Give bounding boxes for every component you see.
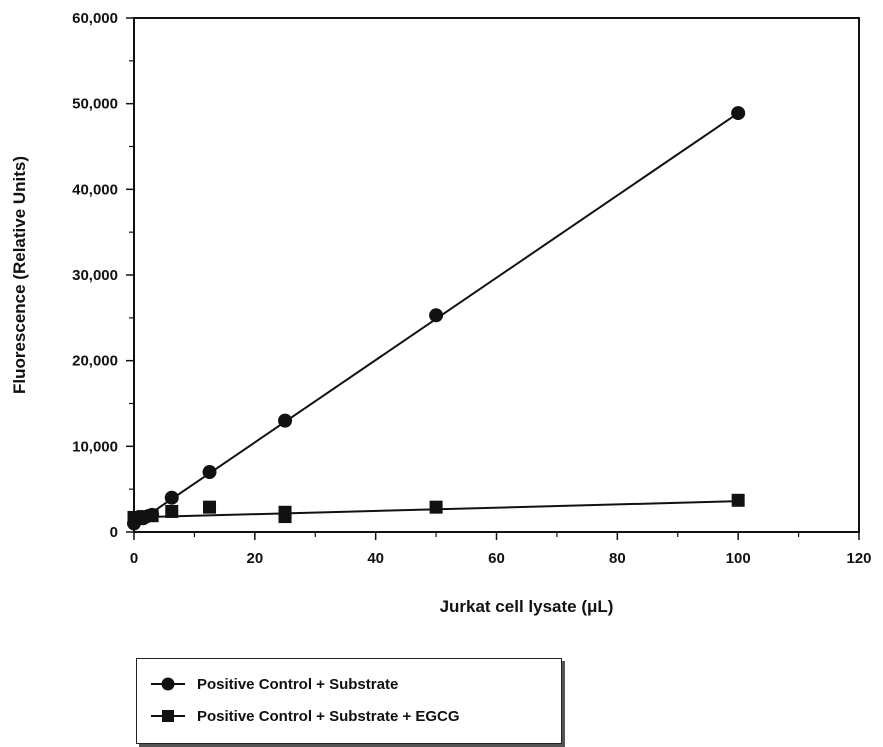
x-tick-label: 40 (367, 550, 384, 567)
y-tick-label: 50,000 (72, 96, 118, 113)
y-axis-ticks: 0 10,000 20,000 30,000 40,000 50,000 60,000 (72, 10, 134, 541)
series-1-point (278, 413, 293, 428)
series-1-point (429, 308, 444, 323)
series-2-point (278, 505, 292, 519)
legend-item-series-1: Positive Control + Substrate (151, 673, 398, 695)
legend-label: Positive Control + Substrate (197, 675, 399, 693)
legend-label: Positive Control + Substrate + EGCG (197, 707, 460, 725)
series-2-point (165, 504, 179, 518)
y-tick-label: 30,000 (72, 267, 118, 284)
legend-item-series-2: Positive Control + Substrate + EGCG (151, 705, 460, 727)
y-axis-title: Fluorescence (Relative Units) (10, 156, 29, 394)
y-tick-label: 20,000 (72, 353, 118, 370)
y-tick-label: 40,000 (72, 181, 118, 198)
x-tick-label: 60 (488, 550, 505, 567)
y-tick-label: 10,000 (72, 438, 118, 455)
series-1-point (202, 465, 217, 480)
y-tick-label: 0 (110, 524, 118, 541)
series-2-point (429, 500, 443, 514)
x-axis-title: Jurkat cell lysate (μL) (440, 597, 614, 616)
data-markers (127, 106, 746, 531)
series-1-point (731, 106, 746, 121)
series-2-point (145, 509, 159, 523)
series-2-point (731, 493, 745, 507)
x-tick-label: 120 (846, 550, 871, 567)
y-tick-label: 60,000 (72, 10, 118, 27)
x-axis-ticks: 0 20 40 60 80 100 120 (130, 532, 872, 567)
chart: 0 20 40 60 80 100 120 0 10,000 20,000 30,000 40,00… (10, 10, 872, 616)
plot-area-frame (133, 17, 860, 533)
circle-marker-icon (151, 677, 185, 691)
x-tick-label: 100 (726, 550, 751, 567)
series-2-point (203, 500, 217, 514)
x-tick-label: 80 (609, 550, 626, 567)
square-marker-icon (151, 710, 185, 722)
x-tick-label: 0 (130, 550, 138, 567)
series-1-point (164, 490, 179, 505)
x-tick-label: 20 (246, 550, 263, 567)
legend: Positive Control + Substrate Positive Co… (136, 658, 562, 744)
